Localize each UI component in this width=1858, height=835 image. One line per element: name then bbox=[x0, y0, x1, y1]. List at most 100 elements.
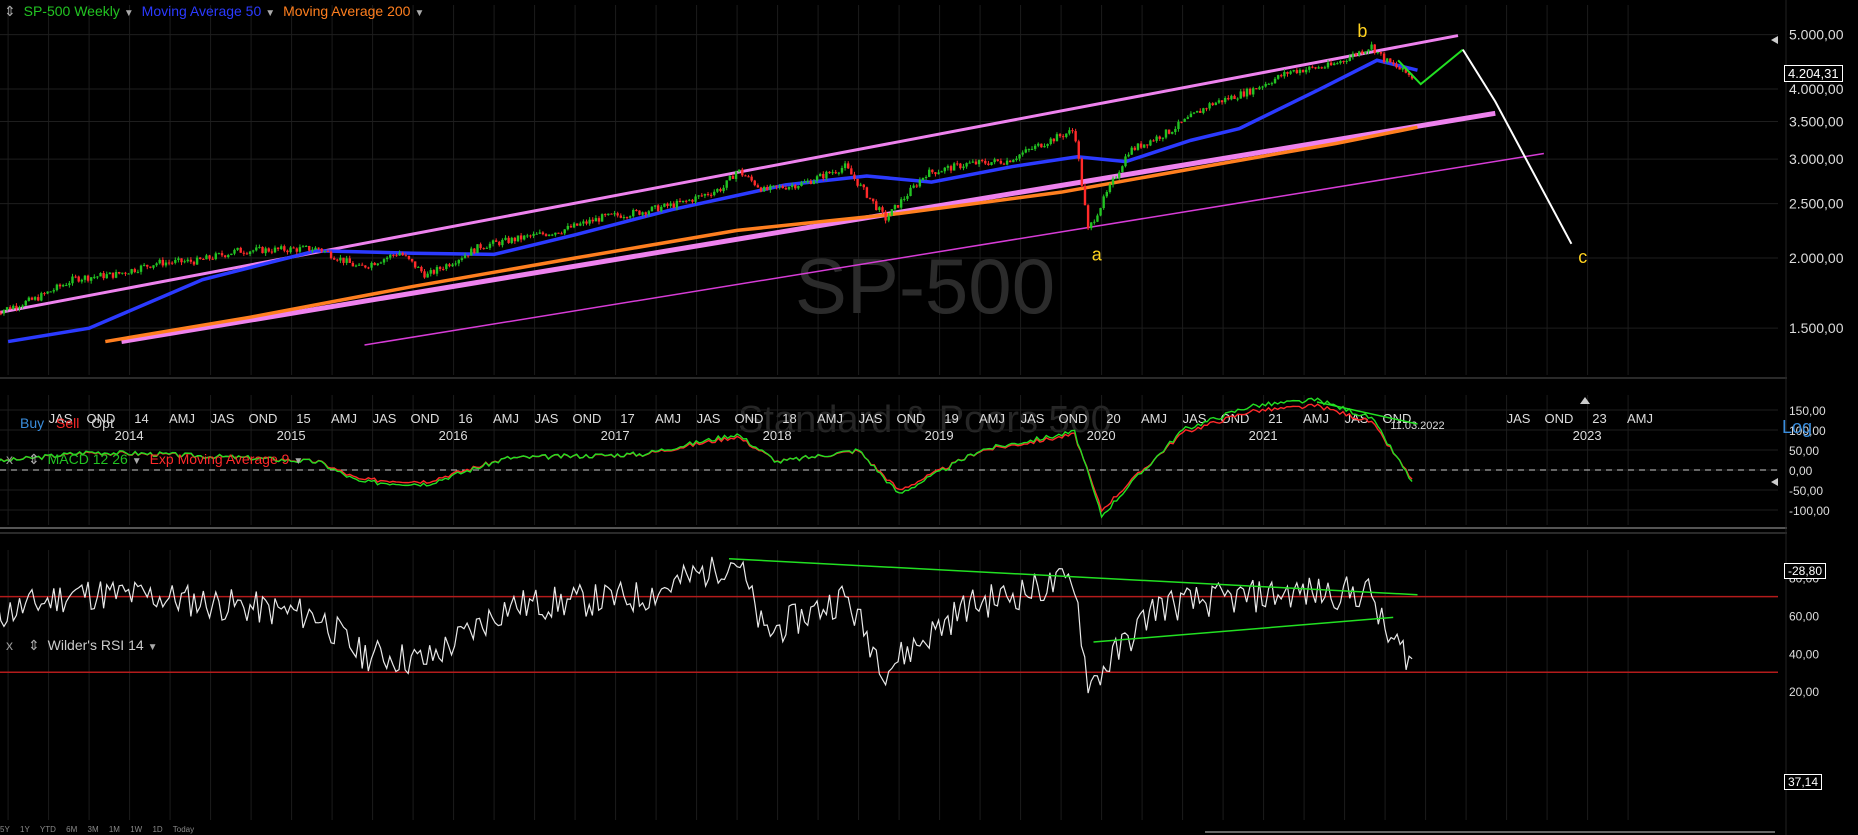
tf-5y[interactable]: 5Y bbox=[0, 825, 10, 834]
candle-body bbox=[931, 169, 934, 173]
tf-ytd[interactable]: YTD bbox=[39, 825, 56, 834]
candle-body bbox=[149, 266, 152, 268]
candle-body bbox=[769, 185, 772, 190]
tf-1y[interactable]: 1Y bbox=[20, 825, 30, 834]
candle-body bbox=[454, 263, 457, 265]
candle-body bbox=[818, 173, 822, 177]
legend-ema-label[interactable]: Exp Moving Average 9 bbox=[149, 451, 290, 467]
candle-body bbox=[1339, 60, 1342, 64]
tf-1d[interactable]: 1D bbox=[152, 825, 163, 834]
updown-icon[interactable]: ⇕ bbox=[4, 3, 16, 19]
candle-body bbox=[1248, 88, 1252, 95]
dropdown-icon[interactable]: ▼ bbox=[265, 8, 276, 19]
candle-body bbox=[1040, 143, 1043, 148]
candle-body bbox=[952, 163, 956, 171]
tf-3m[interactable]: 3M bbox=[87, 825, 99, 834]
x-year-label: 2020 bbox=[1087, 428, 1116, 443]
candle-body bbox=[161, 259, 165, 266]
buy-button[interactable]: Buy bbox=[20, 415, 45, 431]
macd-legend: ⇕ MACD 12 26 ▼ Exp Moving Average 9 ▼ bbox=[28, 451, 307, 468]
candle-body bbox=[1223, 98, 1227, 103]
candle-body bbox=[83, 275, 87, 280]
candle-body bbox=[1227, 98, 1230, 100]
x-tick-label: JAS bbox=[535, 411, 559, 426]
candle-body bbox=[691, 199, 694, 202]
candle-body bbox=[734, 171, 738, 179]
x-tick-label: 14 bbox=[134, 411, 148, 426]
y-tick-label: 60,00 bbox=[1789, 610, 1819, 624]
candle-body bbox=[750, 176, 753, 181]
candle-body bbox=[1326, 62, 1330, 68]
dropdown-icon[interactable]: ▼ bbox=[123, 8, 134, 19]
candle-body bbox=[896, 205, 900, 208]
tf-6m[interactable]: 6M bbox=[66, 825, 78, 834]
legend-macd-label[interactable]: MACD 12 26 bbox=[47, 451, 128, 467]
candle-body bbox=[700, 195, 703, 197]
candle-body bbox=[1105, 191, 1108, 197]
candle-body bbox=[192, 261, 196, 265]
sell-button[interactable]: Sell bbox=[56, 415, 80, 431]
close-icon[interactable]: x bbox=[6, 637, 13, 653]
close-icon[interactable]: x bbox=[6, 451, 13, 467]
candle-body bbox=[130, 269, 133, 274]
x-tick-label: OND bbox=[735, 411, 764, 426]
candle-body bbox=[180, 258, 183, 263]
candle-body bbox=[473, 248, 476, 254]
dropdown-icon[interactable]: ▼ bbox=[131, 456, 142, 467]
tf-1m[interactable]: 1M bbox=[108, 825, 120, 834]
candle-body bbox=[1043, 145, 1046, 148]
candle-body bbox=[959, 163, 962, 169]
candle-body bbox=[656, 205, 660, 212]
candle-body bbox=[407, 255, 411, 259]
candle-body bbox=[498, 241, 501, 246]
dropdown-icon[interactable]: ▼ bbox=[414, 8, 425, 19]
x-tick-label: AMJ bbox=[1627, 411, 1653, 426]
candle-body bbox=[267, 248, 270, 252]
candle-body bbox=[918, 179, 922, 187]
candle-body bbox=[1093, 221, 1096, 223]
opt-button[interactable]: Opt bbox=[91, 415, 114, 431]
rsi-value-box: 37,14 bbox=[1784, 774, 1823, 790]
legend-ma200-label[interactable]: Moving Average 200 bbox=[283, 3, 411, 19]
x-tick-label: 18 bbox=[782, 411, 796, 426]
x-tick-label: 17 bbox=[620, 411, 634, 426]
candle-body bbox=[202, 259, 205, 261]
candle-body bbox=[1055, 134, 1059, 142]
updown-icon[interactable]: ⇕ bbox=[28, 451, 40, 467]
x-year-label: 2014 bbox=[115, 428, 144, 443]
legend-series-label[interactable]: SP-500 Weekly bbox=[23, 3, 120, 19]
candle-body bbox=[99, 273, 102, 277]
candle-body bbox=[124, 272, 127, 274]
candle-body bbox=[675, 200, 679, 208]
candle-body bbox=[1171, 132, 1174, 134]
dropdown-icon[interactable]: ▼ bbox=[147, 642, 158, 653]
candle-body bbox=[457, 259, 460, 264]
candle-body bbox=[1410, 75, 1414, 79]
candle-body bbox=[806, 180, 809, 182]
candle-body bbox=[370, 263, 373, 268]
legend-ma50-label[interactable]: Moving Average 50 bbox=[141, 3, 262, 19]
x-tick-label: AMJ bbox=[493, 411, 519, 426]
legend-rsi-label[interactable]: Wilder's RSI 14 bbox=[47, 637, 144, 653]
ma50-line bbox=[7, 58, 1418, 344]
candle-body bbox=[513, 237, 517, 242]
log-scale-button[interactable]: Log bbox=[1782, 417, 1813, 437]
candle-body bbox=[1220, 100, 1224, 103]
candle-body bbox=[314, 247, 317, 250]
candle-body bbox=[579, 223, 582, 226]
candle-body bbox=[871, 198, 875, 202]
candle-body bbox=[40, 293, 43, 301]
candle-body bbox=[1161, 137, 1165, 139]
candle-body bbox=[678, 200, 682, 203]
updown-icon[interactable]: ⇕ bbox=[28, 637, 40, 653]
candle-body bbox=[716, 188, 719, 192]
candle-body bbox=[912, 185, 915, 188]
candle-body bbox=[1205, 108, 1208, 110]
tf-1w[interactable]: 1W bbox=[130, 825, 143, 834]
candle-body bbox=[1146, 144, 1149, 146]
tf-today[interactable]: Today bbox=[172, 825, 195, 834]
candle-body bbox=[1158, 136, 1161, 139]
dropdown-icon[interactable]: ▼ bbox=[293, 456, 304, 467]
candle-body bbox=[962, 166, 965, 169]
